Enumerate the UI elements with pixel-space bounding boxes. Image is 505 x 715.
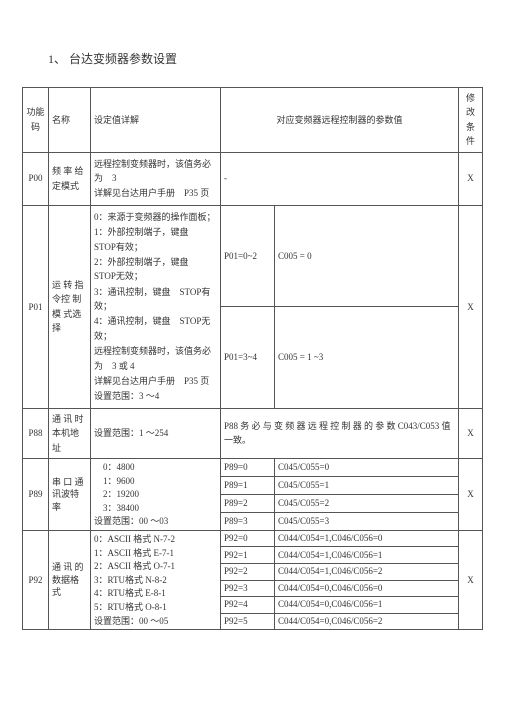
p89-code: P89 [23, 458, 49, 530]
p92-c5: C044/C054=0,C046/C056=2 [275, 613, 459, 630]
p92-p4: P92=4 [221, 597, 275, 614]
p92-p5: P92=5 [221, 613, 275, 630]
row-p89-0: P89 串 口 通 讯波特率 0：4800 1：9600 2：19200 3：3… [23, 458, 483, 476]
p00-name: 频 率 给 定模式 [49, 152, 91, 205]
p92-p0: P92=0 [221, 530, 275, 547]
p89-p0: P89=0 [221, 458, 275, 476]
hdr-remote: 对应变频器远程控制器的参数值 [221, 88, 459, 153]
p88-mod: X [459, 408, 483, 458]
p92-name: 通 讯 的 数据格式 [49, 530, 91, 629]
p00-code: P00 [23, 152, 49, 205]
p92-p3: P92=3 [221, 580, 275, 597]
hdr-code: 功能码 [23, 88, 49, 153]
p89-c2: C045/C055=2 [275, 494, 459, 512]
hdr-detail: 设定值详解 [91, 88, 221, 153]
param-table: 功能码 名称 设定值详解 对应变频器远程控制器的参数值 修 改条件 P00 频 … [22, 87, 483, 630]
p89-c1: C045/C055=1 [275, 476, 459, 494]
header-row: 功能码 名称 设定值详解 对应变频器远程控制器的参数值 修 改条件 [23, 88, 483, 153]
p88-name: 通 讯 时 本机地址 [49, 408, 91, 458]
p92-p1: P92=1 [221, 547, 275, 564]
p89-mod: X [459, 458, 483, 530]
p92-c2: C044/C054=1,C046/C056=2 [275, 563, 459, 580]
p92-p2: P92=2 [221, 563, 275, 580]
p01-r1p: P01=0~2 [221, 205, 275, 307]
p01-r2p: P01=3~4 [221, 307, 275, 409]
p01-r1c: C005 = 0 [275, 205, 459, 307]
p92-c0: C044/C054=1,C046/C056=0 [275, 530, 459, 547]
p92-code: P92 [23, 530, 49, 629]
p89-p1: P89=1 [221, 476, 275, 494]
hdr-name: 名称 [49, 88, 91, 153]
hdr-mod: 修 改条件 [459, 88, 483, 153]
p00-pval: - [221, 152, 459, 205]
row-p00: P00 频 率 给 定模式 远程控制变频器时，该值务必为 3 详解见台达用户手册… [23, 152, 483, 205]
p88-code: P88 [23, 408, 49, 458]
p89-c3: C045/C055=3 [275, 512, 459, 530]
p92-c4: C044/C054=0,C046/C056=1 [275, 597, 459, 614]
p88-detail: 设置范围：1 ～254 [91, 408, 221, 458]
p92-c1: C044/C054=1,C046/C056=1 [275, 547, 459, 564]
p89-name: 串 口 通 讯波特率 [49, 458, 91, 530]
p89-p2: P89=2 [221, 494, 275, 512]
p89-detail: 0：4800 1：9600 2：19200 3：38400 设置范围：00 ～0… [91, 458, 221, 530]
p92-detail: 0：ASCII 格式 N-7-2 1：ASCII 格式 E-7-1 2：ASCI… [91, 530, 221, 629]
p89-p3: P89=3 [221, 512, 275, 530]
p92-mod: X [459, 530, 483, 629]
row-p88: P88 通 讯 时 本机地址 设置范围：1 ～254 P88 务 必 与 变 频… [23, 408, 483, 458]
row-p92-0: P92 通 讯 的 数据格式 0：ASCII 格式 N-7-2 1：ASCII … [23, 530, 483, 547]
p01-code: P01 [23, 205, 49, 408]
p88-note: P88 务 必 与 变 频 器 远 程 控 制 器 的 参 数 C043/C05… [221, 408, 459, 458]
p00-detail: 远程控制变频器时，该值务必为 3 详解见台达用户手册 P35 页 [91, 152, 221, 205]
p92-c3: C044/C054=0,C046/C056=0 [275, 580, 459, 597]
p01-detail: 0：来源于变频器的操作面板； 1：外部控制端子，键盘 STOP有效； 2：外部控… [91, 205, 221, 408]
p01-mod: X [459, 205, 483, 408]
p00-mod: X [459, 152, 483, 205]
p01-name: 运 转 指 令控 制 模 式选择 [49, 205, 91, 408]
p01-r2c: C005 = 1 ~3 [275, 307, 459, 409]
p89-c0: C045/C055=0 [275, 458, 459, 476]
page-title: 1、 台达变频器参数设置 [48, 50, 483, 67]
row-p01-a: P01 运 转 指 令控 制 模 式选择 0：来源于变频器的操作面板； 1：外部… [23, 205, 483, 307]
